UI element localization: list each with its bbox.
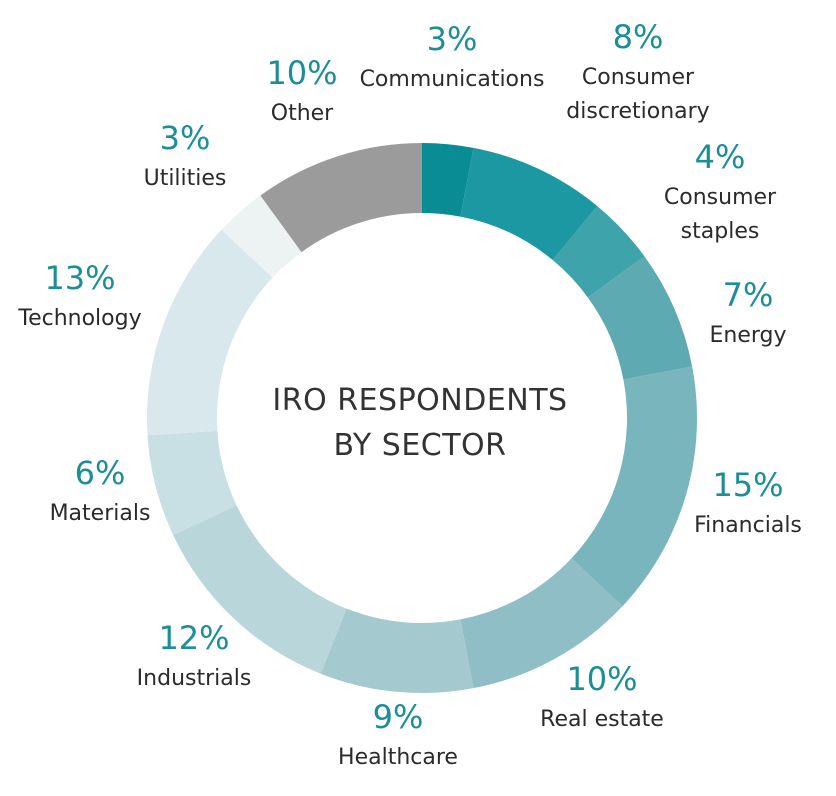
slice-technology [147, 229, 273, 436]
percent-label: 3% [160, 119, 211, 157]
category-label: Communications [360, 67, 545, 92]
slice-energy [587, 256, 693, 380]
percent-label: 10% [566, 660, 637, 698]
slice-consumer-staples [552, 206, 645, 298]
chart-title-line-2: BY SECTOR [333, 428, 506, 463]
chart-title-line-1: IRO RESPONDENTS [272, 383, 567, 418]
slice-communications [422, 143, 474, 217]
category-label: Industrials [137, 666, 252, 691]
percent-label: 12% [158, 619, 229, 657]
slice-utilities [221, 195, 302, 278]
slice-industrials [173, 505, 347, 674]
category-label: Financials [694, 513, 802, 538]
percent-label: 13% [44, 259, 115, 297]
percent-label: 4% [695, 138, 746, 176]
percent-label: 7% [723, 276, 774, 314]
percent-label: 8% [613, 18, 664, 56]
category-label: Consumer [664, 185, 777, 210]
percent-label: 15% [712, 466, 783, 504]
category-label: Energy [709, 323, 786, 348]
category-label: Consumer [582, 65, 695, 90]
category-label: Utilities [144, 166, 227, 191]
slice-labels: 3% Communications 8% Consumer discretionary 4… [17, 18, 802, 770]
percent-label: 3% [427, 20, 478, 58]
category-label: Healthcare [338, 745, 458, 770]
slice-real-estate [460, 558, 623, 689]
percent-label: 10% [266, 54, 337, 92]
category-label: Real estate [540, 707, 664, 732]
slice-materials [147, 430, 237, 536]
percent-label: 9% [373, 698, 424, 736]
percent-label: 6% [75, 454, 126, 492]
slice-healthcare [320, 608, 474, 693]
category-label: Technology [17, 306, 141, 331]
slice-other [260, 143, 422, 253]
category-label: Other [271, 101, 334, 126]
donut-slices [147, 143, 697, 693]
slice-financials [571, 366, 697, 607]
category-label: Materials [50, 501, 151, 526]
slice-consumer-discretionary [460, 147, 598, 261]
category-label: discretionary [566, 99, 709, 124]
category-label: staples [681, 219, 760, 244]
